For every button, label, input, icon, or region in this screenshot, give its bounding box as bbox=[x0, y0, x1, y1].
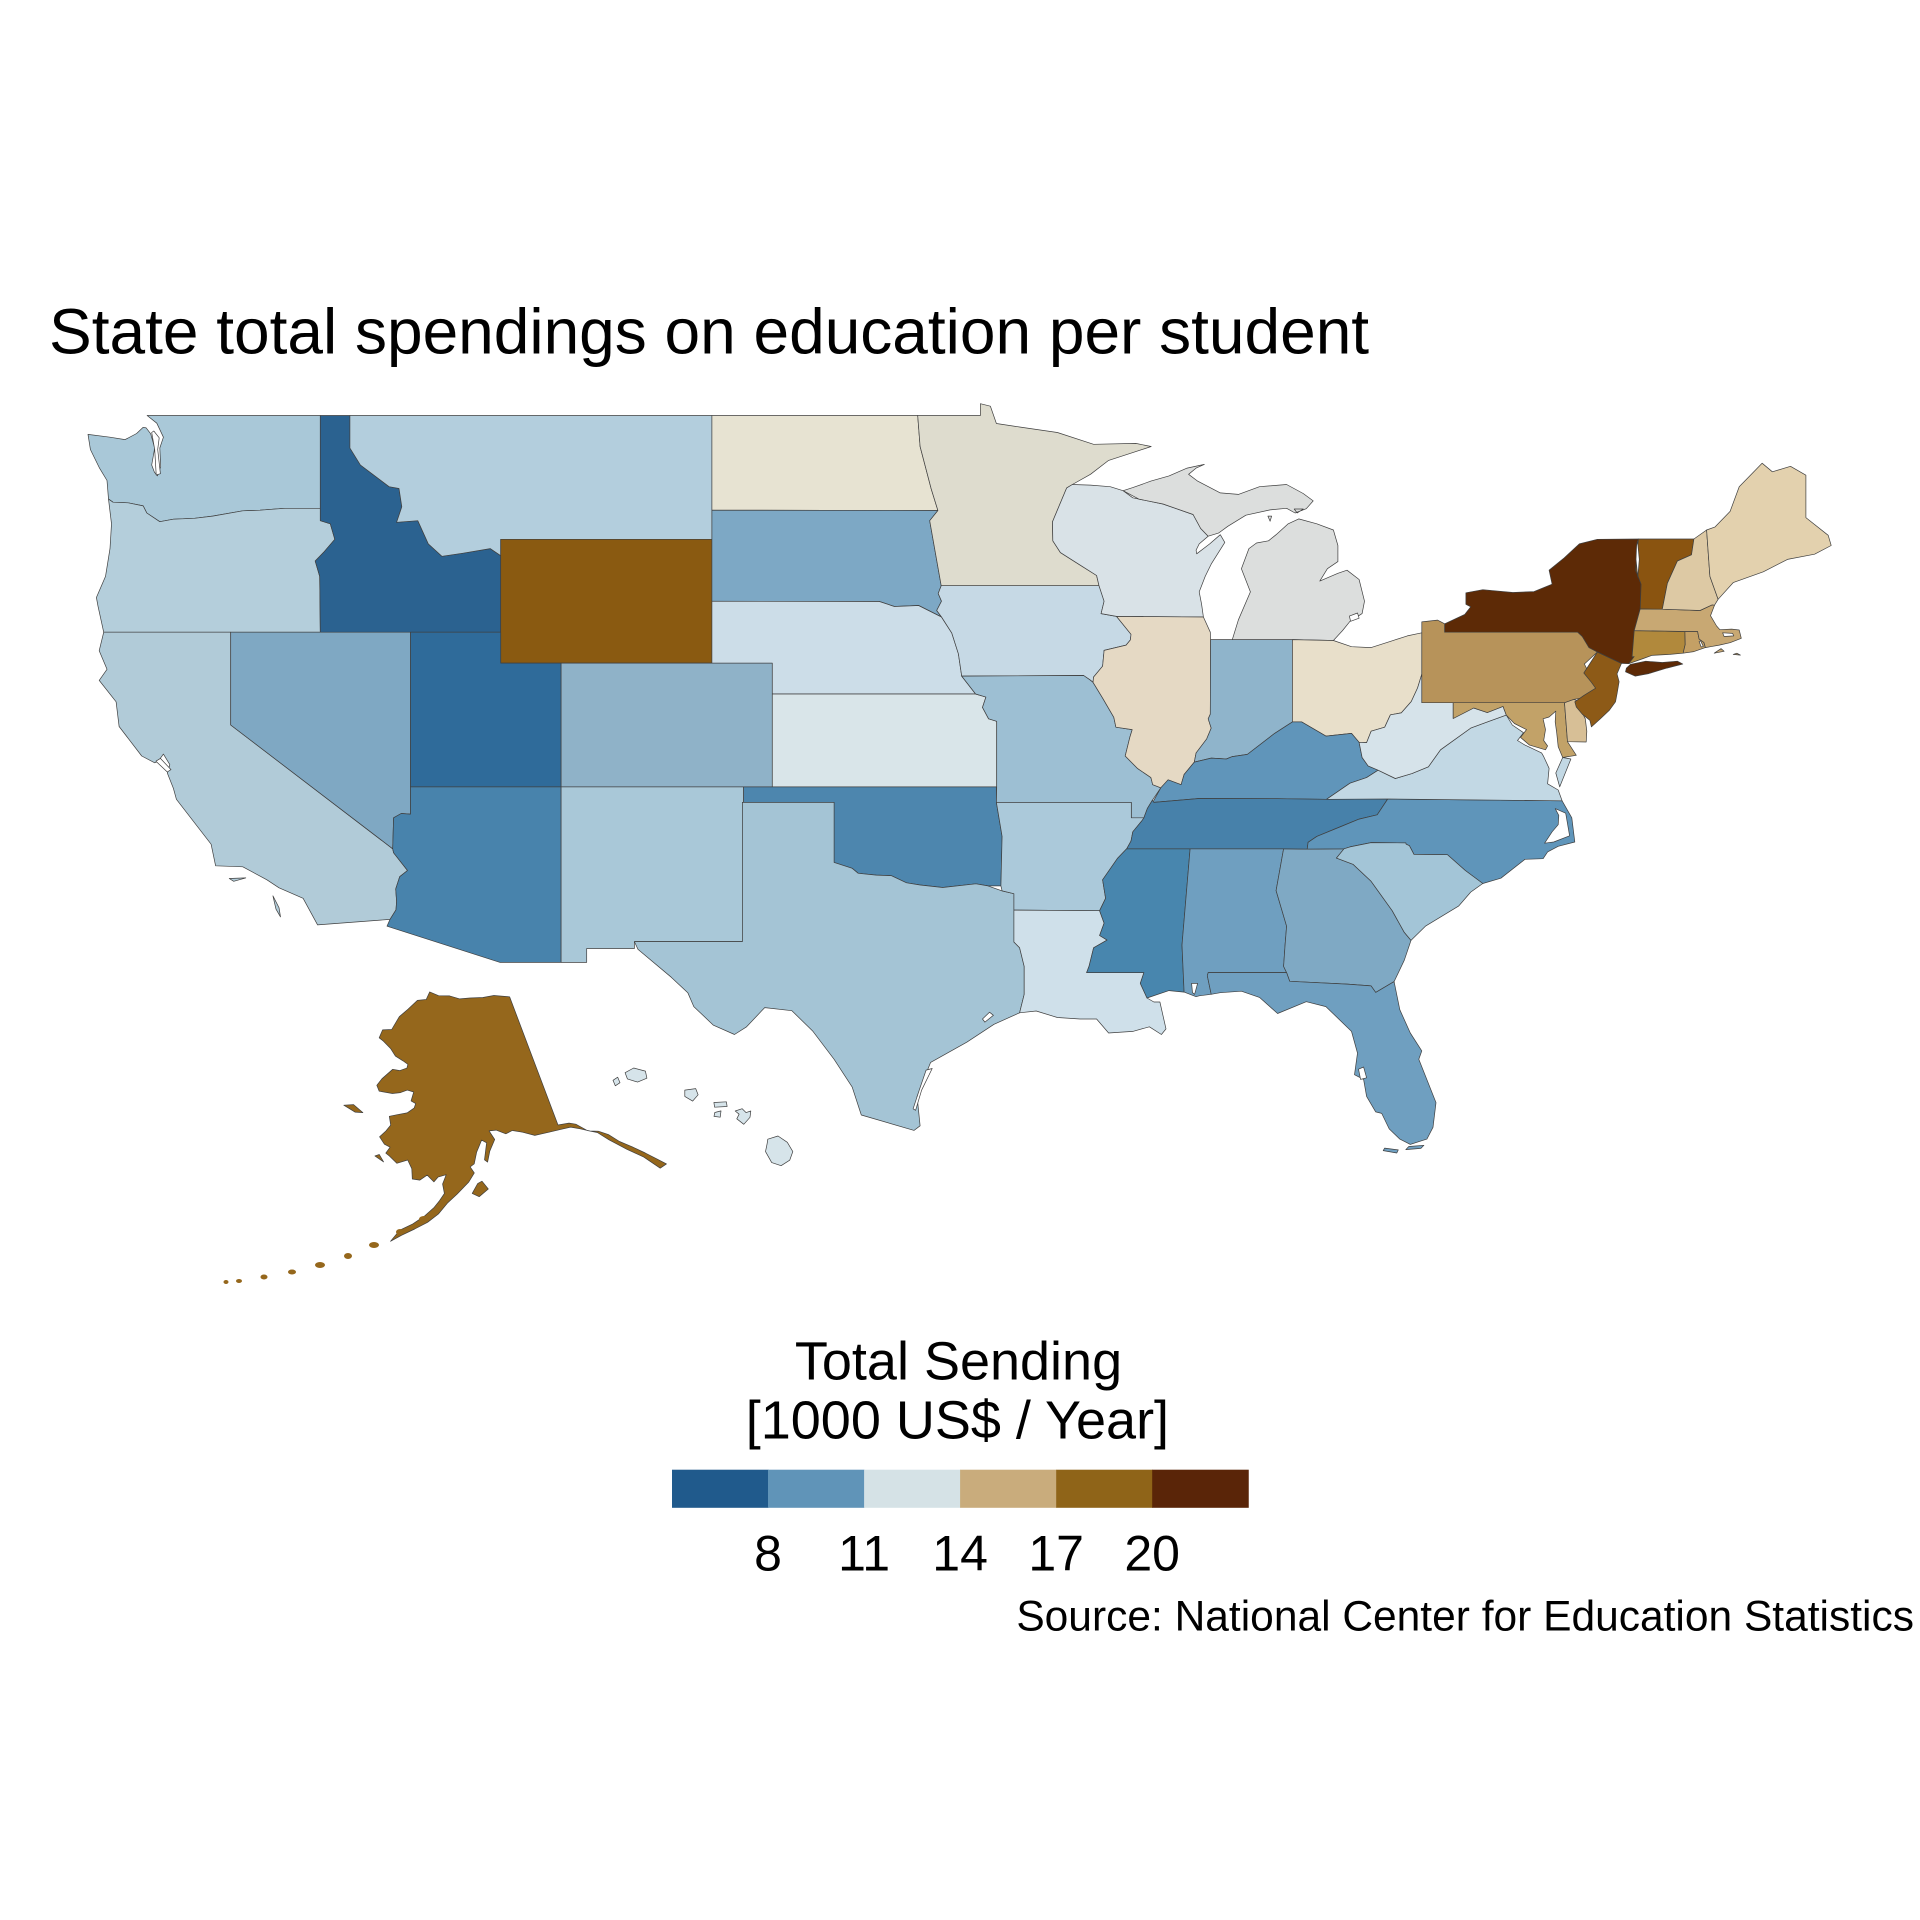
svg-text:20: 20 bbox=[1124, 1525, 1180, 1581]
svg-text:State total spendings on educa: State total spendings on education per s… bbox=[49, 296, 1369, 368]
svg-text:Total Sending: Total Sending bbox=[795, 1332, 1122, 1392]
svg-text:Source: National Center for Ed: Source: National Center for Education St… bbox=[1016, 1594, 1914, 1641]
svg-text:14: 14 bbox=[932, 1525, 988, 1581]
svg-text:11: 11 bbox=[838, 1525, 890, 1581]
svg-text:8: 8 bbox=[754, 1525, 782, 1581]
svg-text:17: 17 bbox=[1028, 1525, 1084, 1581]
svg-text:[1000 US$ / Year]: [1000 US$ / Year] bbox=[746, 1391, 1169, 1451]
